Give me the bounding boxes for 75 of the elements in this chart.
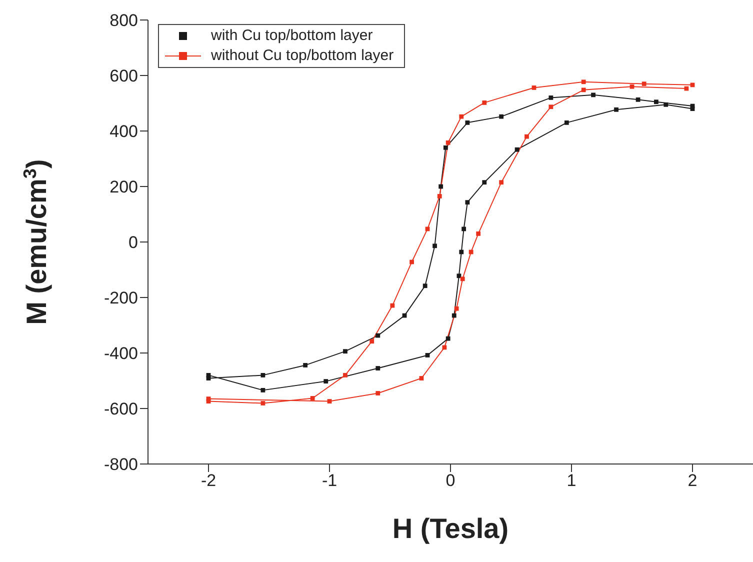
point xyxy=(476,231,481,236)
point xyxy=(548,96,554,100)
y-tick-label: -400 xyxy=(104,344,138,364)
point xyxy=(432,244,437,248)
point xyxy=(446,336,450,341)
point xyxy=(614,107,618,112)
x-tick-label: -2 xyxy=(200,471,216,490)
x-tick-label: 0 xyxy=(446,471,456,490)
y-tick-label: 400 xyxy=(110,122,138,142)
point xyxy=(410,260,414,264)
y-tick-label: -200 xyxy=(104,288,138,308)
point xyxy=(324,379,328,384)
point xyxy=(376,391,380,396)
point xyxy=(459,114,464,119)
point xyxy=(468,250,474,254)
point xyxy=(581,88,586,92)
x-tick-label: -1 xyxy=(322,471,338,490)
y-tick-label: 800 xyxy=(110,11,138,30)
point xyxy=(376,366,380,370)
point xyxy=(564,120,569,125)
point xyxy=(370,339,374,344)
legend-label: without Cu top/bottom layer xyxy=(211,46,394,66)
point xyxy=(548,104,554,110)
point xyxy=(206,396,211,401)
y-tick-label: 200 xyxy=(110,178,138,197)
point xyxy=(437,194,442,198)
point xyxy=(454,306,459,311)
point xyxy=(462,226,466,232)
y-tick-label: -800 xyxy=(104,455,138,474)
point xyxy=(260,401,266,406)
point xyxy=(460,276,465,282)
point xyxy=(532,86,536,90)
point xyxy=(425,353,430,358)
point xyxy=(636,97,640,102)
point xyxy=(581,80,586,84)
point xyxy=(465,120,470,125)
point xyxy=(690,106,695,111)
y-tick-label: 600 xyxy=(110,66,138,86)
point xyxy=(630,84,634,89)
point xyxy=(206,373,211,378)
point xyxy=(310,396,315,400)
point xyxy=(343,349,348,354)
point xyxy=(438,184,444,189)
x-tick-label: 1 xyxy=(566,471,576,490)
point xyxy=(260,373,266,378)
point xyxy=(376,333,380,338)
point xyxy=(482,180,487,185)
point xyxy=(591,92,596,98)
point xyxy=(456,274,462,278)
y-tick-label: -600 xyxy=(104,400,138,419)
point xyxy=(654,100,658,104)
point xyxy=(524,134,529,139)
point xyxy=(390,303,395,308)
point xyxy=(446,140,450,145)
legend-label: with Cu top/bottom layer xyxy=(211,26,373,46)
point xyxy=(343,373,348,378)
point xyxy=(452,313,456,318)
point xyxy=(422,284,428,288)
point xyxy=(514,147,520,152)
point xyxy=(642,82,646,86)
point xyxy=(260,388,266,392)
y-tick-label: 0 xyxy=(128,233,138,252)
point xyxy=(327,399,332,404)
point xyxy=(459,250,464,254)
x-tick-label: 2 xyxy=(688,471,698,490)
point xyxy=(465,200,470,205)
point xyxy=(690,82,695,88)
point xyxy=(664,102,668,107)
point xyxy=(499,180,504,185)
point xyxy=(303,363,308,368)
point xyxy=(443,145,448,150)
point xyxy=(482,100,487,105)
point xyxy=(499,114,504,119)
x-axis-title: H (Tesla) xyxy=(392,513,509,544)
point xyxy=(419,376,424,380)
